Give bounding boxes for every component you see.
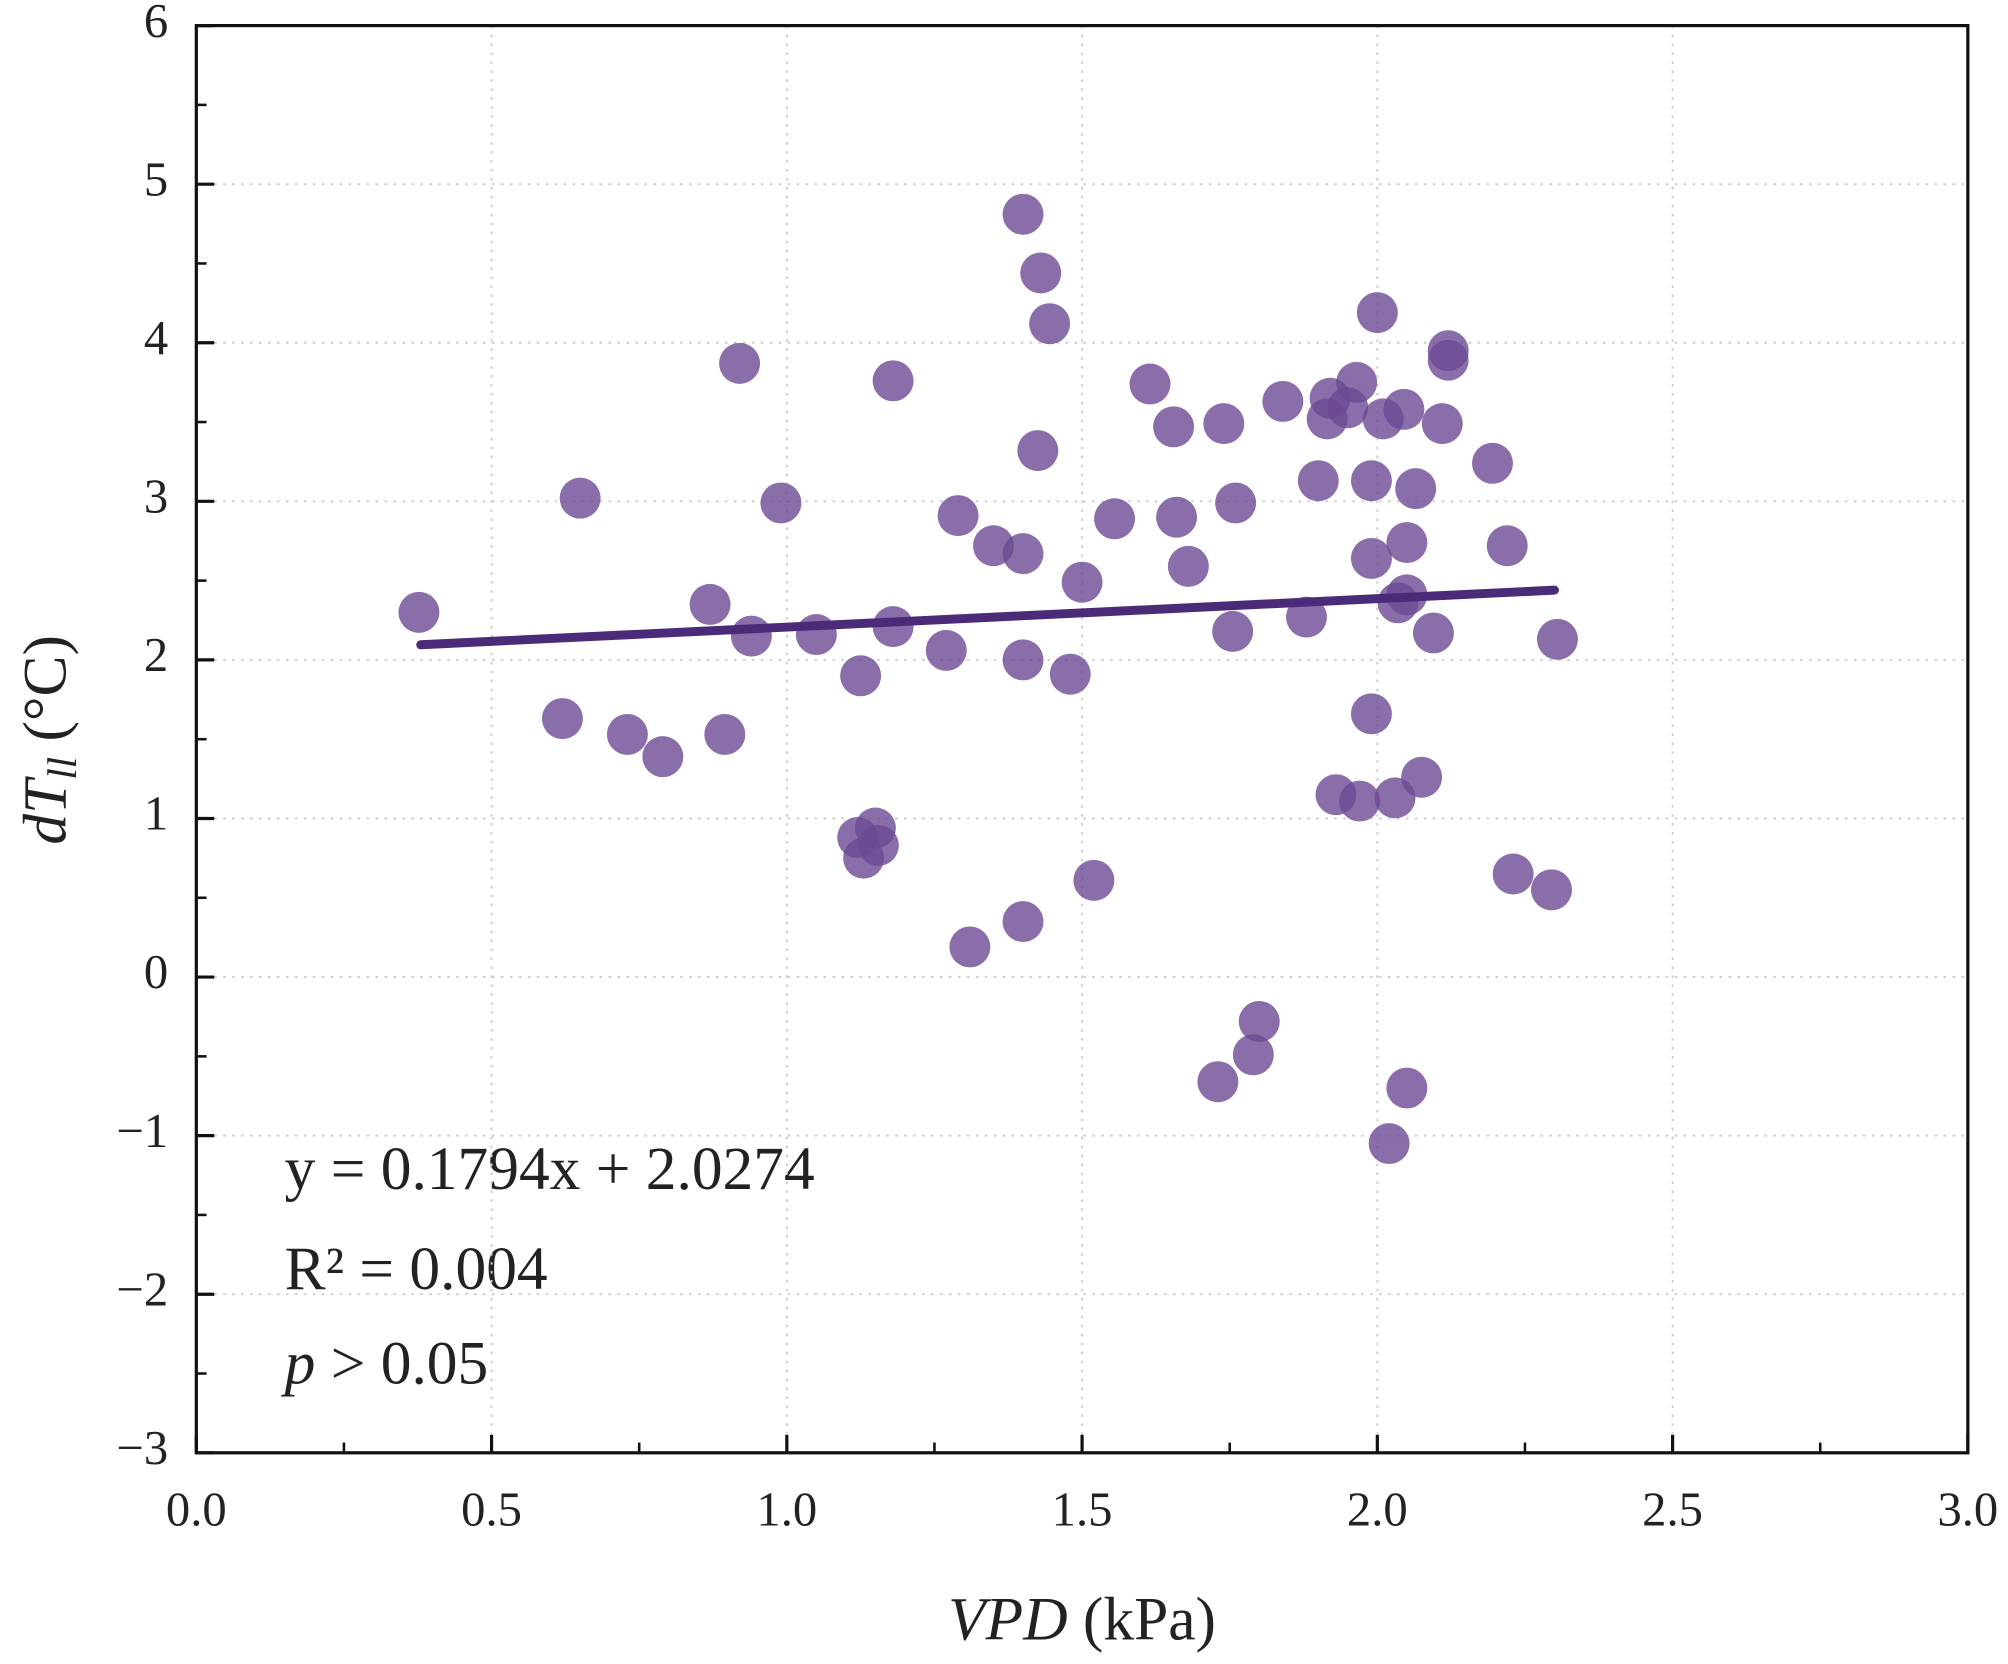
point: [1350, 693, 1392, 735]
point: [1356, 292, 1398, 334]
point: [1386, 1067, 1428, 1109]
y-label-unit: (°C): [12, 635, 80, 757]
point: [1421, 403, 1463, 445]
point: [1017, 430, 1059, 472]
point: [1215, 482, 1257, 524]
point: [398, 591, 440, 633]
point: [1368, 1123, 1410, 1165]
point: [937, 495, 979, 537]
x-tick-label: 2.0: [1347, 1482, 1408, 1536]
x-tick-label: 2.5: [1642, 1482, 1703, 1536]
point: [1029, 303, 1071, 345]
x-tick-label: 1.0: [756, 1482, 817, 1536]
point: [719, 342, 761, 384]
equation: y = 0.1794x + 2.0274: [285, 1135, 815, 1203]
y-tick-label: 5: [144, 152, 168, 206]
point: [949, 926, 991, 968]
point: [1094, 498, 1136, 540]
p-text: > 0.05: [315, 1330, 488, 1398]
point: [689, 583, 731, 625]
y-label-var: dT: [12, 776, 80, 845]
x-tick-label: 0.5: [461, 1482, 522, 1536]
point: [840, 655, 882, 697]
point: [1262, 380, 1304, 422]
point: [795, 614, 837, 656]
point: [1339, 780, 1381, 822]
y-tick-label: 0: [144, 945, 168, 999]
point: [1197, 1061, 1239, 1103]
point: [925, 629, 967, 671]
point: [541, 698, 583, 740]
point: [872, 606, 914, 648]
point: [1020, 252, 1062, 294]
point: [1297, 460, 1339, 502]
x-label-var: VPD: [948, 1586, 1067, 1654]
point: [1401, 756, 1443, 798]
point: [1203, 403, 1245, 445]
point: [1427, 330, 1469, 372]
point: [642, 736, 684, 778]
plot-frame: [194, 24, 1970, 1455]
point: [1073, 859, 1115, 901]
point: [1536, 618, 1578, 660]
point: [857, 824, 899, 866]
point: [1486, 525, 1528, 567]
x-axis-label: VPD (kPa): [948, 1586, 1216, 1654]
point: [1350, 460, 1392, 502]
p-value: p > 0.05: [281, 1330, 489, 1398]
point: [1061, 561, 1103, 603]
point: [1002, 901, 1044, 943]
point: [606, 713, 648, 755]
point: [1156, 496, 1198, 538]
point: [1350, 537, 1392, 579]
x-tick-label: 1.5: [1052, 1482, 1113, 1536]
y-tick-label: 3: [144, 469, 168, 523]
y-tick-label: 6: [144, 0, 168, 48]
y-label-sub: ll: [39, 757, 85, 780]
point: [704, 713, 746, 755]
point: [1002, 639, 1044, 681]
point: [1395, 468, 1437, 510]
point: [1531, 869, 1573, 911]
y-tick-label: 2: [144, 628, 168, 682]
point: [559, 477, 601, 519]
point: [1129, 363, 1171, 405]
y-tick-label: 4: [144, 311, 168, 365]
point: [1238, 1000, 1280, 1042]
r-squared: R² = 0.004: [285, 1235, 548, 1303]
p-symbol: p: [281, 1330, 316, 1398]
point: [1002, 533, 1044, 575]
point: [1412, 612, 1454, 654]
point: [1002, 193, 1044, 235]
point: [1232, 1034, 1274, 1076]
y-tick-label: −2: [116, 1262, 168, 1316]
point: [1167, 545, 1209, 587]
y-tick-label: 1: [144, 787, 168, 841]
fit-line: [416, 585, 1559, 650]
point: [1212, 610, 1254, 652]
point: [1472, 442, 1513, 484]
point: [1492, 853, 1534, 895]
point: [1383, 388, 1425, 430]
point: [1153, 406, 1195, 448]
point: [1336, 361, 1378, 403]
point: [872, 360, 914, 402]
y-tick-label: −3: [116, 1421, 168, 1475]
y-axis-label: dTll (°C): [12, 635, 86, 844]
x-tick-label: 0.0: [166, 1482, 227, 1536]
point: [1049, 653, 1091, 695]
point: [760, 482, 802, 524]
y-tick-label: −1: [116, 1104, 168, 1158]
x-tick-label: 3.0: [1937, 1482, 1998, 1536]
x-label-unit: (kPa): [1068, 1586, 1216, 1654]
point: [730, 615, 772, 657]
point: [1386, 522, 1428, 564]
